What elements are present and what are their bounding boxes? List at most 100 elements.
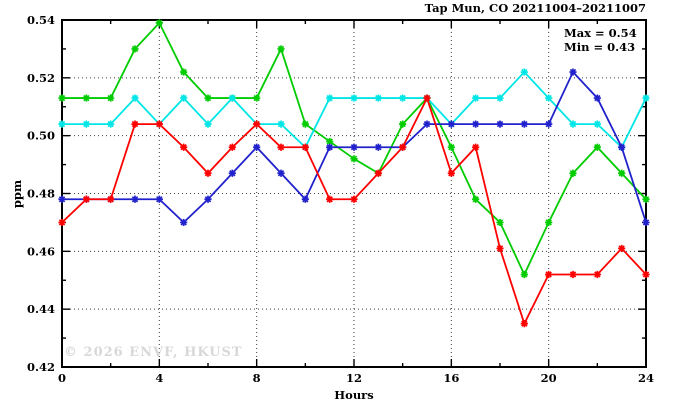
series-blue-marker bbox=[228, 169, 236, 177]
series-blue-marker bbox=[642, 218, 650, 227]
series-green-marker bbox=[618, 169, 626, 177]
series-red-marker bbox=[228, 143, 236, 151]
series-green-marker bbox=[277, 45, 285, 53]
y-tick-label: 0.50 bbox=[27, 129, 55, 143]
chart-title: Tap Mun, CO 20211004–20211007 bbox=[424, 1, 646, 15]
series-red-marker bbox=[545, 270, 553, 279]
series-red-marker bbox=[447, 169, 455, 177]
series-blue-marker bbox=[472, 120, 480, 128]
y-tick-label: 0.44 bbox=[27, 302, 55, 316]
series-red-marker bbox=[496, 244, 504, 253]
series-red-marker bbox=[58, 218, 66, 227]
series-green-marker bbox=[82, 94, 90, 102]
series-blue-marker bbox=[423, 120, 431, 128]
series-green-marker bbox=[58, 94, 66, 102]
x-tick-label: 20 bbox=[541, 371, 557, 385]
x-tick-label: 0 bbox=[58, 371, 66, 385]
series-cyan-marker bbox=[277, 120, 285, 128]
series-red-marker bbox=[399, 143, 407, 151]
series-green-marker bbox=[301, 120, 309, 128]
series-cyan-marker bbox=[399, 94, 407, 102]
series-cyan-marker bbox=[180, 94, 188, 102]
series-green-marker bbox=[253, 94, 261, 102]
series-green-marker bbox=[107, 94, 115, 102]
series-red-marker bbox=[569, 270, 577, 279]
series-red-marker bbox=[472, 143, 480, 151]
series-cyan-marker bbox=[569, 120, 577, 128]
series-green-marker bbox=[180, 68, 188, 76]
series-cyan-marker bbox=[350, 94, 358, 102]
series-cyan-marker bbox=[82, 120, 90, 128]
series-blue-marker bbox=[277, 169, 285, 177]
y-tick-label: 0.52 bbox=[27, 71, 55, 85]
series-red-marker bbox=[155, 120, 163, 128]
series-blue-marker bbox=[520, 120, 528, 128]
series-cyan-marker bbox=[496, 94, 504, 102]
series-red-marker bbox=[642, 270, 650, 279]
series-green-marker bbox=[496, 218, 504, 227]
series-green-marker bbox=[326, 137, 334, 146]
series-green-marker bbox=[131, 45, 139, 53]
series-blue-marker bbox=[374, 143, 382, 151]
series-red-marker bbox=[301, 143, 309, 151]
series-cyan-marker bbox=[228, 94, 236, 102]
x-tick-label: 12 bbox=[346, 371, 362, 385]
series-red-marker bbox=[618, 244, 626, 253]
series-red-marker bbox=[131, 120, 139, 128]
y-axis-title: ppm bbox=[10, 179, 24, 209]
series-green-marker bbox=[593, 143, 601, 151]
y-tick-label: 0.54 bbox=[27, 13, 55, 27]
series-cyan-marker bbox=[472, 94, 480, 102]
series-red-line bbox=[61, 95, 647, 327]
series-green-marker bbox=[545, 218, 553, 227]
y-tick-label: 0.46 bbox=[27, 244, 55, 258]
series-red-marker bbox=[82, 195, 90, 203]
x-tick-label: 24 bbox=[638, 371, 654, 385]
series-green-marker bbox=[447, 143, 455, 151]
x-tick-label: 8 bbox=[253, 371, 261, 385]
series-blue-marker bbox=[350, 143, 358, 151]
series-blue-marker bbox=[301, 195, 309, 203]
series-cyan-marker bbox=[545, 94, 553, 102]
series-blue-marker bbox=[545, 120, 553, 128]
y-tick-label: 0.42 bbox=[27, 360, 55, 374]
series-blue-marker bbox=[253, 143, 261, 151]
series-green-marker bbox=[155, 19, 163, 27]
max-annotation: Max = 0.54 bbox=[564, 26, 637, 40]
series-red-marker bbox=[520, 320, 528, 328]
series-blue-marker bbox=[447, 120, 455, 128]
series-blue-marker bbox=[496, 120, 504, 128]
series-cyan-marker bbox=[107, 120, 115, 128]
series-cyan-marker bbox=[58, 120, 66, 128]
series-cyan-marker bbox=[326, 94, 334, 102]
series-red-marker bbox=[423, 94, 431, 102]
series-blue-marker bbox=[155, 195, 163, 203]
series-cyan-marker bbox=[131, 94, 139, 102]
series-blue-marker bbox=[131, 195, 139, 203]
series-red-marker bbox=[204, 169, 212, 177]
series-cyan-marker bbox=[374, 94, 382, 102]
series-blue-marker bbox=[618, 143, 626, 151]
watermark: © 2026 ENVF, HKUST bbox=[64, 345, 243, 360]
series-red-marker bbox=[593, 270, 601, 279]
series-blue-marker bbox=[593, 94, 601, 102]
series-red-marker bbox=[253, 120, 261, 128]
y-tick-label: 0.48 bbox=[27, 187, 55, 201]
series-red-marker bbox=[180, 143, 188, 151]
x-axis-title: Hours bbox=[334, 388, 374, 402]
series-green-marker bbox=[399, 120, 407, 128]
x-tick-label: 16 bbox=[443, 371, 459, 385]
series-green-marker bbox=[350, 155, 358, 163]
series-blue-marker bbox=[326, 143, 334, 151]
max-min-annotation: Max = 0.54 Min = 0.43 bbox=[564, 26, 637, 54]
x-tick-label: 4 bbox=[155, 371, 163, 385]
series-blue-marker bbox=[180, 218, 188, 227]
series-green-marker bbox=[472, 195, 480, 203]
series-red-marker bbox=[350, 195, 358, 203]
series-blue-marker bbox=[569, 68, 577, 76]
series-red-marker bbox=[326, 195, 334, 203]
series-green-marker bbox=[569, 169, 577, 177]
series-green-marker bbox=[642, 195, 650, 203]
